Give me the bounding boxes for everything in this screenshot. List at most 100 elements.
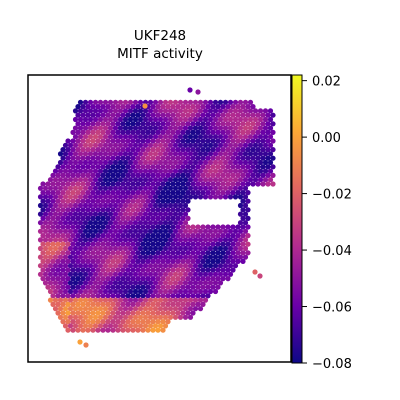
spot xyxy=(75,319,81,325)
spot xyxy=(160,233,166,239)
spot xyxy=(90,147,96,153)
spot xyxy=(60,172,66,178)
spot xyxy=(207,185,214,191)
spot xyxy=(147,168,154,174)
spot xyxy=(122,177,129,183)
spot xyxy=(265,181,271,187)
spot xyxy=(260,155,266,161)
spot xyxy=(77,142,84,148)
spot xyxy=(212,271,219,277)
spot xyxy=(150,129,156,135)
spot xyxy=(105,327,111,333)
spot xyxy=(122,142,129,148)
spot xyxy=(232,228,239,234)
spot xyxy=(60,284,66,290)
spot xyxy=(107,323,114,329)
spot xyxy=(145,224,151,230)
spot xyxy=(140,250,146,256)
spot xyxy=(157,159,164,166)
spot xyxy=(130,284,136,290)
spot xyxy=(102,177,109,183)
spot xyxy=(137,116,144,123)
spot xyxy=(92,142,99,148)
spot xyxy=(175,112,181,118)
spot xyxy=(75,215,81,221)
spot xyxy=(72,142,79,148)
spot xyxy=(97,159,104,166)
spot xyxy=(175,155,181,161)
spot xyxy=(155,224,161,230)
spot xyxy=(212,245,219,252)
spot xyxy=(172,194,179,200)
spot xyxy=(145,233,151,239)
spot xyxy=(185,207,191,213)
spot xyxy=(47,211,54,217)
spot xyxy=(177,245,184,252)
spot xyxy=(115,181,121,187)
spot xyxy=(127,194,134,200)
spot xyxy=(175,147,181,153)
spot xyxy=(90,181,96,187)
spot xyxy=(215,129,221,135)
spot xyxy=(115,284,121,290)
spot xyxy=(210,250,216,256)
spot xyxy=(217,168,224,174)
spot xyxy=(235,147,241,153)
spot xyxy=(130,121,136,127)
spot xyxy=(130,215,136,221)
spot xyxy=(165,276,171,282)
spot xyxy=(95,267,101,273)
spot xyxy=(115,293,121,299)
spot xyxy=(162,297,169,303)
spot xyxy=(120,319,126,325)
spot xyxy=(90,284,96,290)
spot xyxy=(72,185,79,191)
spot xyxy=(40,224,46,230)
spot xyxy=(55,181,61,187)
spot xyxy=(115,147,121,153)
spot xyxy=(80,258,86,264)
spot xyxy=(135,138,141,144)
spot xyxy=(142,185,149,191)
spot xyxy=(137,159,144,166)
spot xyxy=(62,245,69,252)
spot xyxy=(37,202,44,209)
spot xyxy=(130,181,136,187)
spot xyxy=(57,263,64,269)
spot xyxy=(105,155,111,161)
spot xyxy=(152,134,159,140)
spot xyxy=(137,323,144,329)
spot xyxy=(110,310,116,316)
spot xyxy=(180,164,186,170)
spot xyxy=(167,245,174,252)
spot xyxy=(75,138,81,144)
spot xyxy=(227,271,234,277)
spot xyxy=(62,306,69,312)
spot xyxy=(150,190,156,196)
spot xyxy=(195,276,201,282)
spot xyxy=(120,284,126,290)
spot xyxy=(227,185,234,191)
spot xyxy=(75,164,81,170)
spot xyxy=(122,314,129,320)
spot xyxy=(97,228,104,234)
spot xyxy=(185,155,191,161)
spot xyxy=(45,198,51,204)
spot xyxy=(180,224,186,230)
spot xyxy=(247,134,254,140)
spot xyxy=(130,267,136,273)
spot xyxy=(132,125,139,131)
spot xyxy=(172,280,179,286)
spot xyxy=(242,159,249,166)
spot xyxy=(145,172,151,178)
colorbar-tick-label: −0.04 xyxy=(312,244,352,259)
spot xyxy=(40,250,46,256)
spot xyxy=(95,233,101,239)
spot xyxy=(72,306,79,312)
spot xyxy=(135,284,141,290)
spot xyxy=(172,151,179,157)
spot xyxy=(110,121,116,127)
spot xyxy=(55,215,61,221)
spot xyxy=(130,250,136,256)
spot xyxy=(127,168,134,174)
